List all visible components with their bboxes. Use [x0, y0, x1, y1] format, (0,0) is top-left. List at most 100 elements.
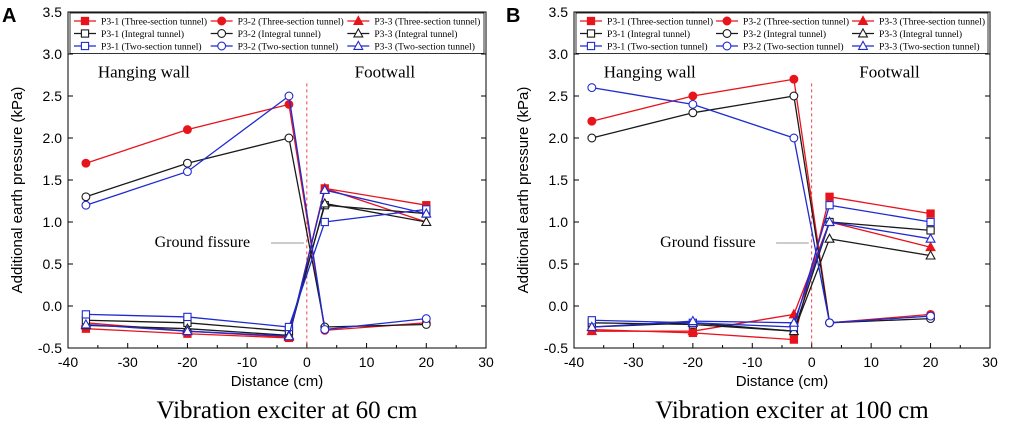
series-line-9 [85, 189, 427, 337]
y-tick-label: 0.0 [43, 298, 63, 314]
data-point [825, 192, 834, 201]
data-point [688, 108, 698, 118]
data-point [926, 226, 935, 235]
x-tick-label: 0 [303, 354, 311, 370]
data-point [81, 310, 91, 319]
y-tick-label: -0.5 [38, 340, 62, 356]
y-tick-label: 2.0 [549, 130, 569, 146]
y-tick-label: 3.0 [43, 46, 63, 62]
data-point [183, 312, 192, 322]
legend-label: P3-3 (Integral tunnel) [879, 29, 962, 40]
legend-marker [857, 15, 869, 25]
y-tick-label: 3.5 [43, 4, 63, 20]
data-point [284, 99, 294, 109]
data-point [688, 91, 698, 101]
x-tick-label: 30 [982, 354, 998, 370]
legend-marker [586, 16, 596, 26]
y-tick-label: 1.0 [43, 214, 63, 230]
x-tick-label: 10 [359, 354, 375, 370]
legend-marker [722, 29, 732, 38]
data-point [182, 167, 192, 177]
y-tick-label: -0.5 [544, 340, 568, 356]
legend-label: P3-1 (Integral tunnel) [101, 29, 184, 40]
series-line-2 [85, 103, 427, 332]
legend-label: P3-2 (Two-section tunnel) [238, 42, 339, 53]
legend-label: P3-3 (Two-section tunnel) [374, 42, 475, 53]
series-line-2 [591, 78, 931, 324]
legend-marker [217, 29, 227, 38]
x-tick-label: -10 [237, 354, 257, 370]
data-point [421, 314, 431, 324]
legend-marker [586, 29, 596, 38]
series-line-7 [85, 208, 427, 328]
x-tick-label: 30 [478, 354, 494, 370]
data-point [926, 311, 936, 321]
panel-letter: B [506, 5, 520, 27]
data-point [319, 184, 331, 195]
panel-b: B -40 -30 -20 -10 0 10 20 30 -0.5 0.0 0.5 1.0 1.5 2.0 2… [506, 4, 998, 424]
x-tick-label: 0 [808, 354, 816, 370]
legend-marker [353, 40, 364, 50]
legend-label: P3-2 (Integral tunnel) [238, 29, 321, 40]
data-point [925, 233, 936, 243]
data-point [81, 192, 91, 202]
data-point [688, 99, 698, 109]
y-tick-label: 0.5 [549, 256, 569, 272]
y-tick-label: 0.5 [43, 256, 63, 272]
series-line-4 [591, 221, 931, 332]
x-tick-label: -10 [742, 354, 762, 370]
data-point [687, 315, 699, 326]
legend-label: P3-2 (Three-section tunnel) [238, 17, 344, 28]
legend-marker [80, 41, 90, 51]
legend-label: P3-2 (Two-section tunnel) [743, 42, 844, 53]
data-point [283, 330, 295, 341]
data-point [284, 91, 294, 101]
x-axis-title: Distance (cm) [736, 373, 829, 390]
legend-label: P3-3 (Two-section tunnel) [879, 42, 980, 53]
data-point [687, 325, 699, 336]
series-line-6 [591, 238, 931, 332]
data-point [926, 209, 935, 218]
ground-fissure-label: Ground fissure [660, 234, 756, 251]
panel-a: A -40 -30 -20 -10 0 10 20 30 -0.5 0.0 0.5 1.0 1.5 2.0 2… [2, 4, 494, 424]
series-line-4 [85, 204, 427, 332]
x-tick-label: -30 [623, 354, 643, 370]
data-point [80, 318, 92, 329]
x-tick-label: 20 [418, 354, 434, 370]
data-point [420, 207, 432, 218]
y-tick-label: 1.5 [43, 172, 63, 188]
y-tick-label: 0.0 [549, 298, 569, 314]
data-point [788, 317, 800, 327]
data-point [587, 133, 597, 143]
legend-marker [353, 15, 364, 25]
legend-label: P3-2 (Integral tunnel) [743, 29, 826, 40]
x-tick-label: 20 [923, 354, 939, 370]
legend-marker [857, 27, 869, 38]
legend-box [575, 12, 989, 54]
y-tick-label: 3.0 [549, 46, 569, 62]
x-tick-label: 10 [863, 354, 879, 370]
hanging-wall-label: Hanging wall [98, 63, 190, 82]
legend-marker [586, 41, 596, 51]
data-point [587, 83, 597, 93]
y-axis-title: Additional earth pressure (kPa) [9, 87, 26, 294]
legend-label: P3-3 (Three-section tunnel) [879, 17, 985, 28]
panel-caption: Vibration exciter at 60 cm [157, 397, 418, 424]
data-point [587, 116, 597, 126]
data-point [420, 216, 432, 226]
legend-label: P3-1 (Two-section tunnel) [101, 42, 202, 53]
legend-marker [80, 16, 90, 26]
legend-label: P3-2 (Three-section tunnel) [743, 17, 849, 28]
data-point [182, 125, 192, 135]
legend-marker [857, 40, 869, 50]
panel-caption: Vibration exciter at 100 cm [655, 397, 929, 424]
data-point [81, 158, 91, 168]
data-point [320, 217, 329, 227]
x-tick-label: -40 [58, 354, 78, 370]
y-axis-title: Additional earth pressure (kPa) [515, 87, 532, 294]
legend-marker [722, 41, 732, 51]
data-point [320, 325, 330, 334]
data-point [284, 133, 294, 143]
y-tick-label: 3.5 [549, 4, 569, 20]
x-tick-label: -30 [118, 354, 138, 370]
